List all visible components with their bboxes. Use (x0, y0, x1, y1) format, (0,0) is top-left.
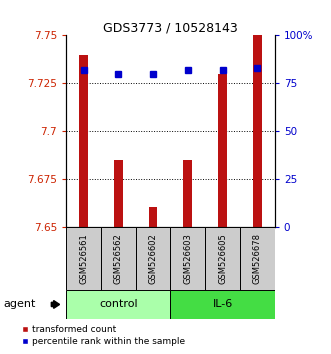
Title: GDS3773 / 10528143: GDS3773 / 10528143 (103, 21, 238, 34)
Bar (183, 160, 192, 227)
Text: GSM526602: GSM526602 (149, 233, 158, 284)
Bar (170, 227, 205, 290)
Text: agent: agent (3, 299, 36, 309)
Bar (253, 26, 262, 227)
Bar (240, 227, 275, 290)
Bar (101, 227, 136, 290)
Text: GSM526603: GSM526603 (183, 233, 192, 284)
Bar (114, 160, 123, 227)
Text: IL-6: IL-6 (213, 299, 233, 309)
Text: GSM526561: GSM526561 (79, 233, 88, 284)
Text: control: control (99, 299, 138, 309)
Text: GSM526605: GSM526605 (218, 233, 227, 284)
Bar (66, 227, 101, 290)
Bar (218, 74, 227, 227)
Bar (66, 290, 170, 319)
Bar (170, 290, 275, 319)
Text: GSM526562: GSM526562 (114, 233, 123, 284)
Bar (149, 207, 158, 227)
Bar (136, 227, 170, 290)
Text: GSM526678: GSM526678 (253, 233, 262, 284)
Bar (79, 55, 88, 227)
Bar (205, 227, 240, 290)
Legend: transformed count, percentile rank within the sample: transformed count, percentile rank withi… (18, 321, 189, 349)
